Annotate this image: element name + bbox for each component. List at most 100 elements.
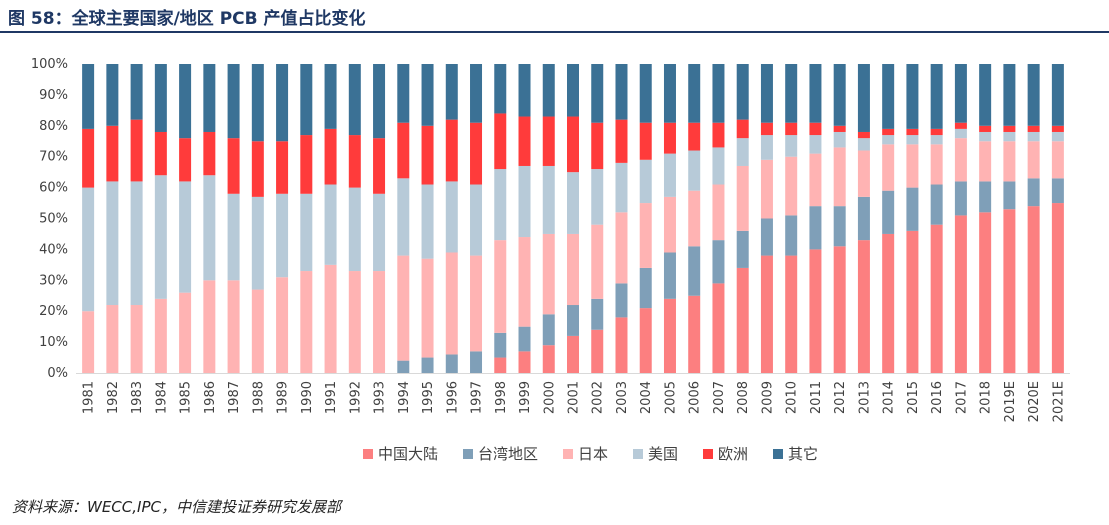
stacked-bar-chart: 0% 10% 20% 30% 40% 50% 60% 70% 80% 90% 100% 1981 198… <box>31 57 1070 463</box>
bar-segment-3 <box>736 138 749 166</box>
bar-segment-4 <box>882 128 895 136</box>
bar-segment-2 <box>615 212 628 284</box>
x-tick-label: 2021E <box>1051 381 1066 422</box>
x-tick-label: 2017 <box>954 381 969 414</box>
bar-segment-4 <box>203 131 216 176</box>
bar-segment-1 <box>979 181 992 213</box>
bar-segment-4 <box>397 122 410 179</box>
bar-segment-4 <box>470 122 483 185</box>
bar-segment-1 <box>470 351 483 373</box>
bar-segment-3 <box>154 175 167 299</box>
bar-segment-3 <box>785 135 798 157</box>
bar-segment-5 <box>615 64 628 120</box>
bar-segment-2 <box>82 311 95 373</box>
bar-segment-4 <box>445 119 458 182</box>
bar-segment-3 <box>348 187 361 272</box>
x-tick-label: 1991 <box>324 381 339 414</box>
bar-segment-1 <box>518 326 531 352</box>
bar-segment-5 <box>179 64 192 139</box>
bar-segment-5 <box>712 64 725 123</box>
x-tick-label: 1987 <box>227 381 242 414</box>
bar-segment-5 <box>979 64 992 126</box>
x-tick-label: 2020E <box>1027 381 1042 422</box>
bar-segment-3 <box>82 187 95 312</box>
x-tick-label: 1998 <box>494 381 509 414</box>
bar-segment-3 <box>639 159 652 204</box>
bar-segment-5 <box>82 64 95 129</box>
bar-segment-2 <box>251 289 264 373</box>
bar-segment-3 <box>227 193 240 281</box>
bar-segment-1 <box>882 190 895 234</box>
bar-segment-1 <box>591 298 604 330</box>
bar-segment-1 <box>857 196 870 241</box>
bar-segment-5 <box>809 64 822 123</box>
bar-segment-3 <box>809 135 822 154</box>
bar-segment-2 <box>736 165 749 231</box>
bar-segment-3 <box>688 150 701 191</box>
x-tick-label: 1995 <box>421 381 436 414</box>
bar-segment-2 <box>179 292 192 373</box>
bar-segment-2 <box>954 138 967 182</box>
bar-segment-4 <box>300 135 313 194</box>
bar-segment-5 <box>954 64 967 123</box>
bar-segment-4 <box>154 131 167 176</box>
bar-segment-1 <box>954 181 967 216</box>
bar-segment-1 <box>397 360 410 373</box>
bar-segment-5 <box>663 64 676 123</box>
bar-segment-4 <box>82 128 95 188</box>
bar-segment-4 <box>106 125 119 182</box>
x-tick-label: 1996 <box>445 381 460 414</box>
bar-segment-4 <box>615 119 628 163</box>
x-tick-label: 1990 <box>300 381 315 414</box>
bar-segment-3 <box>979 131 992 142</box>
legend-swatch-5 <box>773 449 783 459</box>
bar-segment-2 <box>154 298 167 373</box>
bar-segment-3 <box>445 181 458 253</box>
bar-segment-4 <box>324 128 337 185</box>
bar-segment-0 <box>760 255 773 373</box>
y-tick-label: 70% <box>39 150 68 165</box>
bar-segment-4 <box>930 128 943 136</box>
bar-segment-5 <box>1027 64 1040 126</box>
bar-segment-4 <box>736 119 749 139</box>
bar-segment-0 <box>518 351 531 373</box>
bar-segment-4 <box>688 122 701 151</box>
bar-segment-5 <box>373 64 386 139</box>
bar-segment-4 <box>179 138 192 182</box>
y-tick-label: 60% <box>39 181 68 196</box>
bar-segment-3 <box>251 196 264 290</box>
legend-label: 台湾地区 <box>478 445 538 463</box>
bar-segment-3 <box>542 165 555 234</box>
bar-segment-2 <box>833 147 846 207</box>
bar-segment-5 <box>106 64 119 126</box>
x-tick-label: 2009 <box>760 381 775 414</box>
bar-segment-5 <box>130 64 143 120</box>
bar-segment-5 <box>639 64 652 123</box>
x-tick-label: 2005 <box>663 381 678 414</box>
bar-segment-3 <box>421 184 434 259</box>
bar-segment-5 <box>348 64 361 136</box>
bar-segment-1 <box>930 184 943 225</box>
bar-segment-0 <box>1003 209 1016 373</box>
bar-segment-5 <box>1051 64 1064 126</box>
bar-segment-1 <box>688 246 701 296</box>
bar-segment-3 <box>518 165 531 238</box>
bar-segment-2 <box>518 237 531 327</box>
x-tick-label: 1982 <box>106 381 121 414</box>
bar-segment-3 <box>130 181 143 306</box>
bar-segment-2 <box>1003 141 1016 182</box>
bar-segment-0 <box>954 215 967 373</box>
bar-segment-2 <box>203 280 216 373</box>
bar-segment-2 <box>930 144 943 185</box>
bar-segment-3 <box>882 135 895 145</box>
bar-segment-2 <box>688 190 701 247</box>
bar-segment-5 <box>445 64 458 120</box>
bar-segment-4 <box>542 116 555 166</box>
bar-segment-2 <box>276 277 289 373</box>
bar-segment-1 <box>1027 178 1040 207</box>
y-tick-label: 10% <box>39 335 68 350</box>
bar-segment-2 <box>760 159 773 219</box>
bar-segment-5 <box>591 64 604 123</box>
bar-segment-3 <box>615 162 628 213</box>
x-tick-label: 2011 <box>809 381 824 414</box>
